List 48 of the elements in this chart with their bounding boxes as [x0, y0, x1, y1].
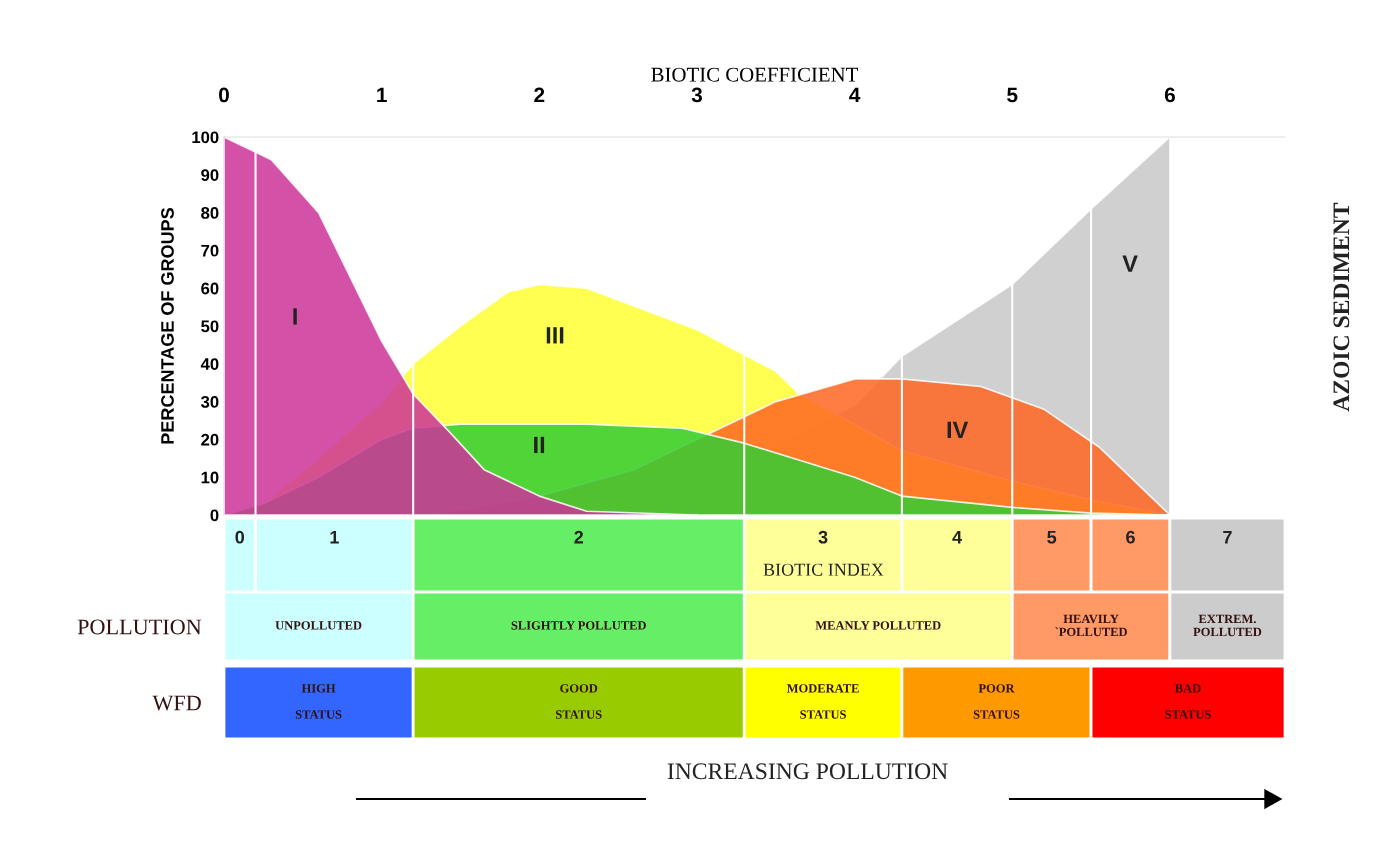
y-tick-label: 70 [201, 244, 219, 257]
y-tick-label: 50 [201, 320, 219, 333]
y-tick-label: 60 [201, 282, 219, 295]
text: POOR STATUS [973, 684, 1020, 719]
annotation: IV [947, 421, 969, 438]
annotation: III [546, 327, 564, 344]
x-tick-label: 0 [219, 87, 229, 103]
y-tick-label: 20 [201, 433, 219, 446]
y-tick-label: 80 [201, 207, 219, 219]
text: AZOIC SEDIMENT [1333, 202, 1350, 412]
annotation: II [534, 436, 545, 454]
x-tick-label: 1 [377, 87, 387, 103]
series-label: 2 [574, 530, 584, 544]
y-tick-label: 40 [200, 358, 219, 370]
series-label: 0 [235, 530, 245, 544]
series-label: HEAVILY `POLLUTED [1055, 614, 1127, 637]
series-label: 4 [952, 530, 963, 544]
annotation: V [1122, 255, 1138, 272]
annotation: I [293, 308, 297, 325]
y-axis-title: PERCENTAGE OF GROUPS [161, 207, 174, 444]
series-label: 5 [1047, 530, 1057, 544]
x-tick-label: 4 [849, 87, 861, 103]
text: BAD STATUS [1165, 684, 1211, 719]
y-tick-label: POLLUTION [77, 619, 202, 635]
annotation: BIOTIC INDEX [763, 563, 884, 576]
text: HIGH STATUS [295, 684, 342, 719]
series-label: 6 [1126, 530, 1135, 544]
series-label: SLIGHTLY POLLUTED [511, 621, 646, 630]
y-tick-label: 10 [201, 471, 219, 484]
series-label: MEANLY POLLUTED [815, 621, 941, 630]
series-label: UNPOLLUTED [275, 621, 362, 630]
text: MODERATE STATUS [786, 684, 859, 719]
annotation: INCREASING POLLUTION [667, 763, 948, 780]
y-tick-label: WFD [152, 695, 201, 711]
series-label: EXTREM. POLLUTED [1193, 614, 1262, 637]
x-axis-title: BIOTIC COEFFICIENT [651, 67, 859, 82]
series-label: 3 [818, 530, 828, 544]
text: GOOD STATUS [555, 684, 602, 719]
series-label: 1 [330, 530, 339, 544]
y-tick-label: 90 [201, 169, 219, 181]
x-tick-label: 5 [1007, 87, 1018, 103]
x-tick-label: 6 [1164, 87, 1175, 103]
x-tick-label: 3 [691, 87, 702, 103]
x-tick-label: 2 [534, 87, 545, 103]
y-tick-label: 30 [200, 396, 219, 408]
series-label: 7 [1223, 530, 1232, 544]
y-tick-label: 0 [210, 509, 219, 522]
y-tick-label: 100 [192, 131, 219, 144]
